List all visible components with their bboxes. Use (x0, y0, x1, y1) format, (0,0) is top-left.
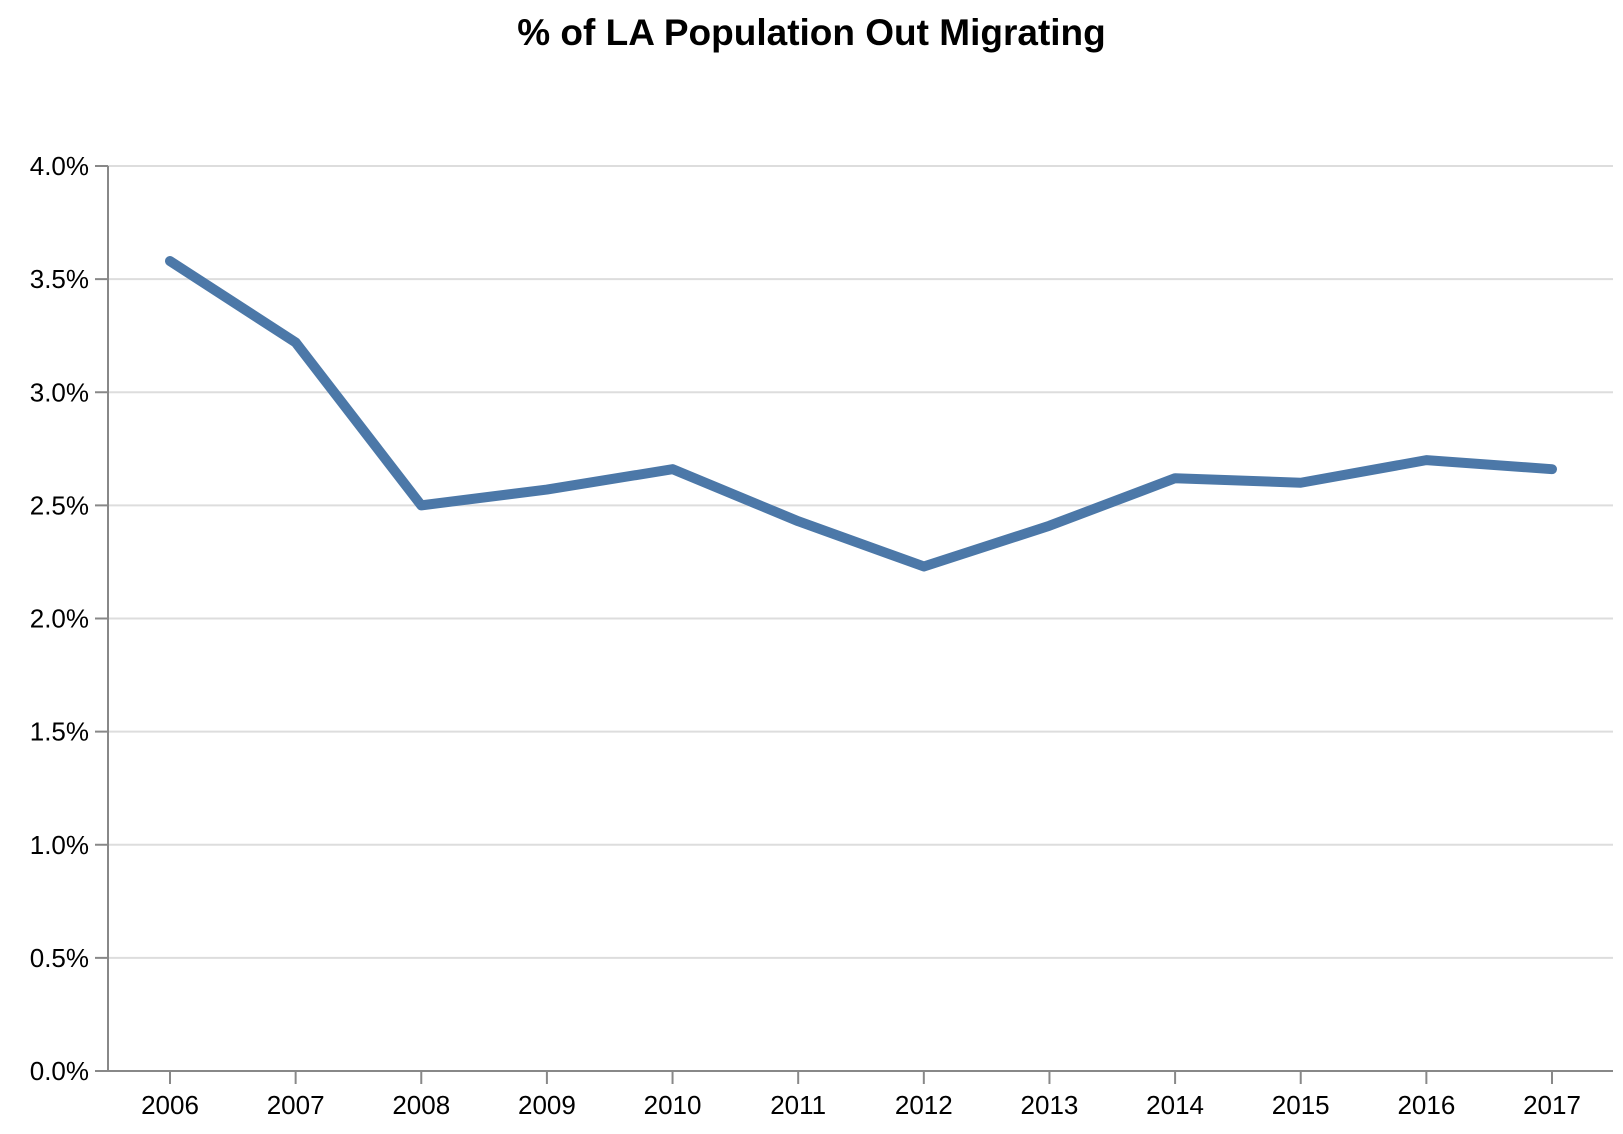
y-tick-label-3: 1.5% (30, 717, 89, 747)
data-point-0-0 (170, 261, 171, 262)
y-tick-label-8: 4.0% (30, 151, 89, 181)
data-point-0-6 (923, 566, 924, 567)
data-point-0-2 (421, 505, 422, 506)
x-tick-label-0: 2006 (141, 1090, 199, 1120)
data-point-0-5 (798, 521, 799, 522)
x-tick-label-3: 2009 (518, 1090, 576, 1120)
data-point-0-8 (1175, 478, 1176, 479)
x-tick-label-9: 2015 (1272, 1090, 1330, 1120)
y-tick-label-2: 1.0% (30, 830, 89, 860)
data-point-0-11 (1552, 469, 1553, 470)
y-tick-label-6: 3.0% (30, 377, 89, 407)
chart-title: % of LA Population Out Migrating (517, 12, 1106, 53)
x-tick-label-8: 2014 (1146, 1090, 1204, 1120)
x-tick-label-5: 2011 (770, 1090, 826, 1120)
x-tick-label-6: 2012 (895, 1090, 953, 1120)
series-line-0 (165, 256, 1557, 572)
x-tick-label-7: 2013 (1021, 1090, 1079, 1120)
y-tick-label-0: 0.0% (30, 1056, 89, 1086)
data-point-0-3 (546, 489, 547, 490)
data-point-0-9 (1300, 482, 1301, 483)
data-point-0-1 (295, 342, 296, 343)
y-tick-label-1: 0.5% (30, 943, 89, 973)
data-point-0-10 (1426, 460, 1427, 461)
data-point-0-4 (672, 469, 673, 470)
data-point-0-7 (1049, 525, 1050, 526)
x-tick-label-4: 2010 (644, 1090, 702, 1120)
x-tick-label-2: 2008 (392, 1090, 450, 1120)
x-tick-label-10: 2016 (1397, 1090, 1455, 1120)
y-tick-label-7: 3.5% (30, 264, 89, 294)
y-tick-label-5: 2.5% (30, 490, 89, 520)
x-tick-label-1: 2007 (267, 1090, 325, 1120)
x-tick-label-11: 2017 (1523, 1090, 1581, 1120)
y-tick-label-4: 2.0% (30, 604, 89, 634)
